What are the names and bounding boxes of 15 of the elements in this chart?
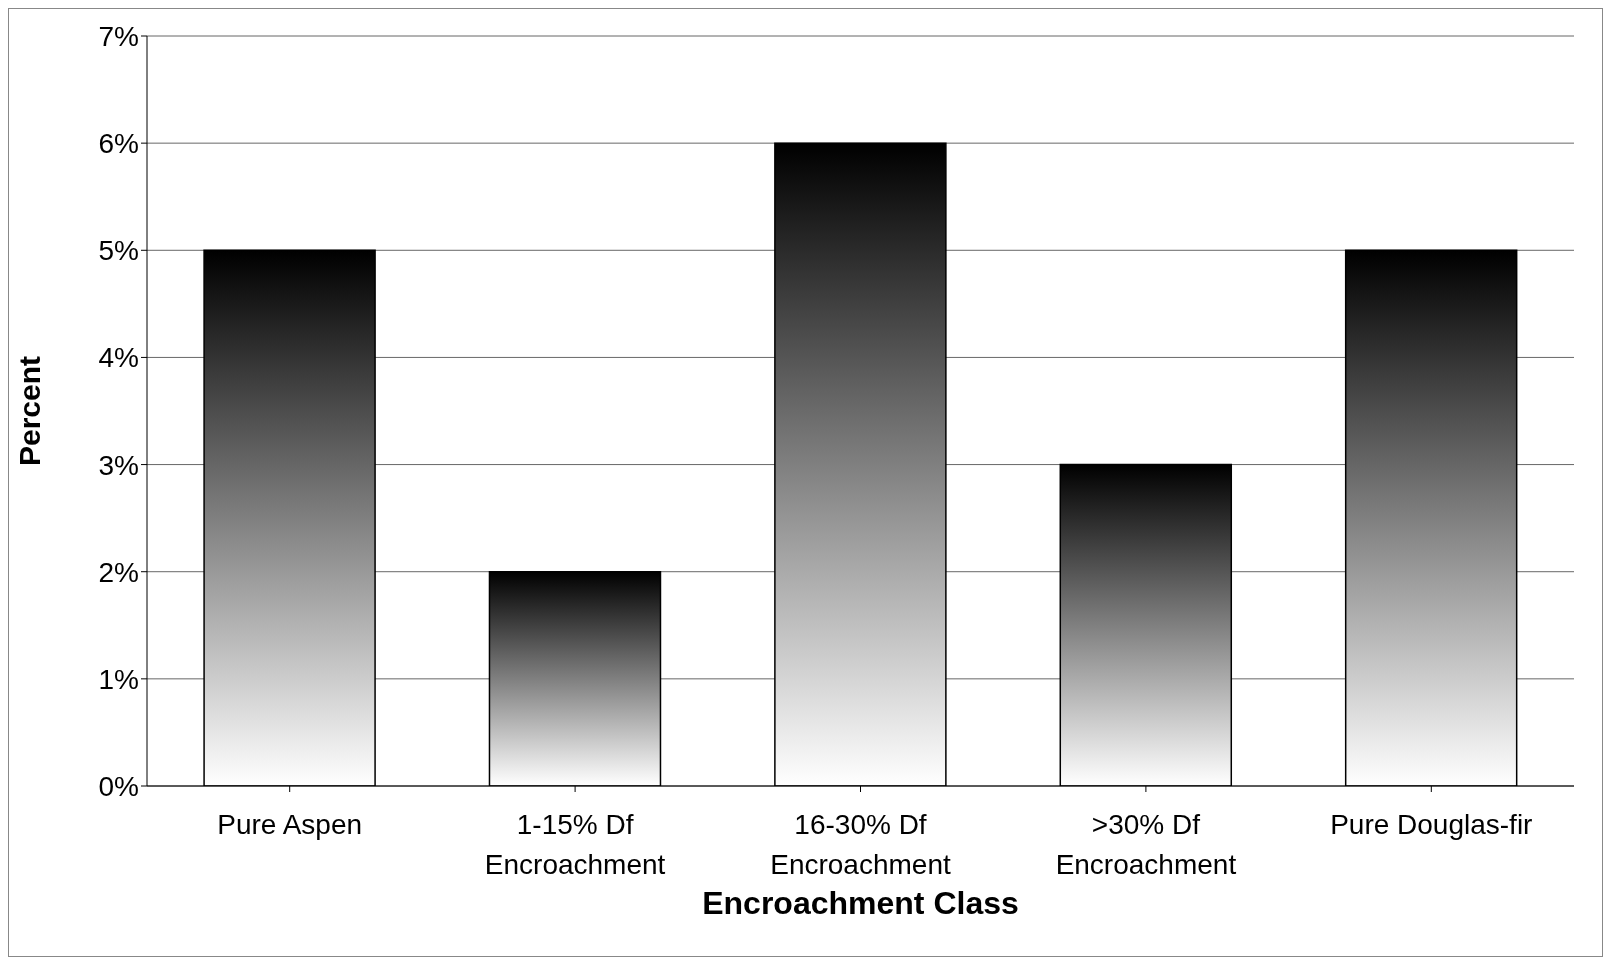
y-tick-label: 3% — [98, 449, 139, 481]
y-tick-label: 5% — [98, 235, 139, 267]
y-tick-label: 1% — [98, 663, 139, 695]
x-axis-title: Encroachment Class — [702, 885, 1019, 921]
y-axis-title: Percent — [12, 355, 46, 467]
y-tick-label: 7% — [98, 20, 139, 52]
y-tick-label: 6% — [98, 128, 139, 160]
y-tick-label: 4% — [98, 342, 139, 374]
y-tick-label: 2% — [98, 556, 139, 588]
x-tick-label: 16-30% Df Encroachment — [770, 809, 951, 880]
x-tick-label: 1-15% Df Encroachment — [484, 809, 666, 880]
x-tick-label: >30% Df Encroachment — [1055, 809, 1237, 880]
x-tick-label: Pure Aspen — [217, 809, 363, 840]
x-tick-label: Pure Douglas-fir — [1330, 809, 1533, 840]
y-tick-label: 0% — [98, 770, 139, 802]
